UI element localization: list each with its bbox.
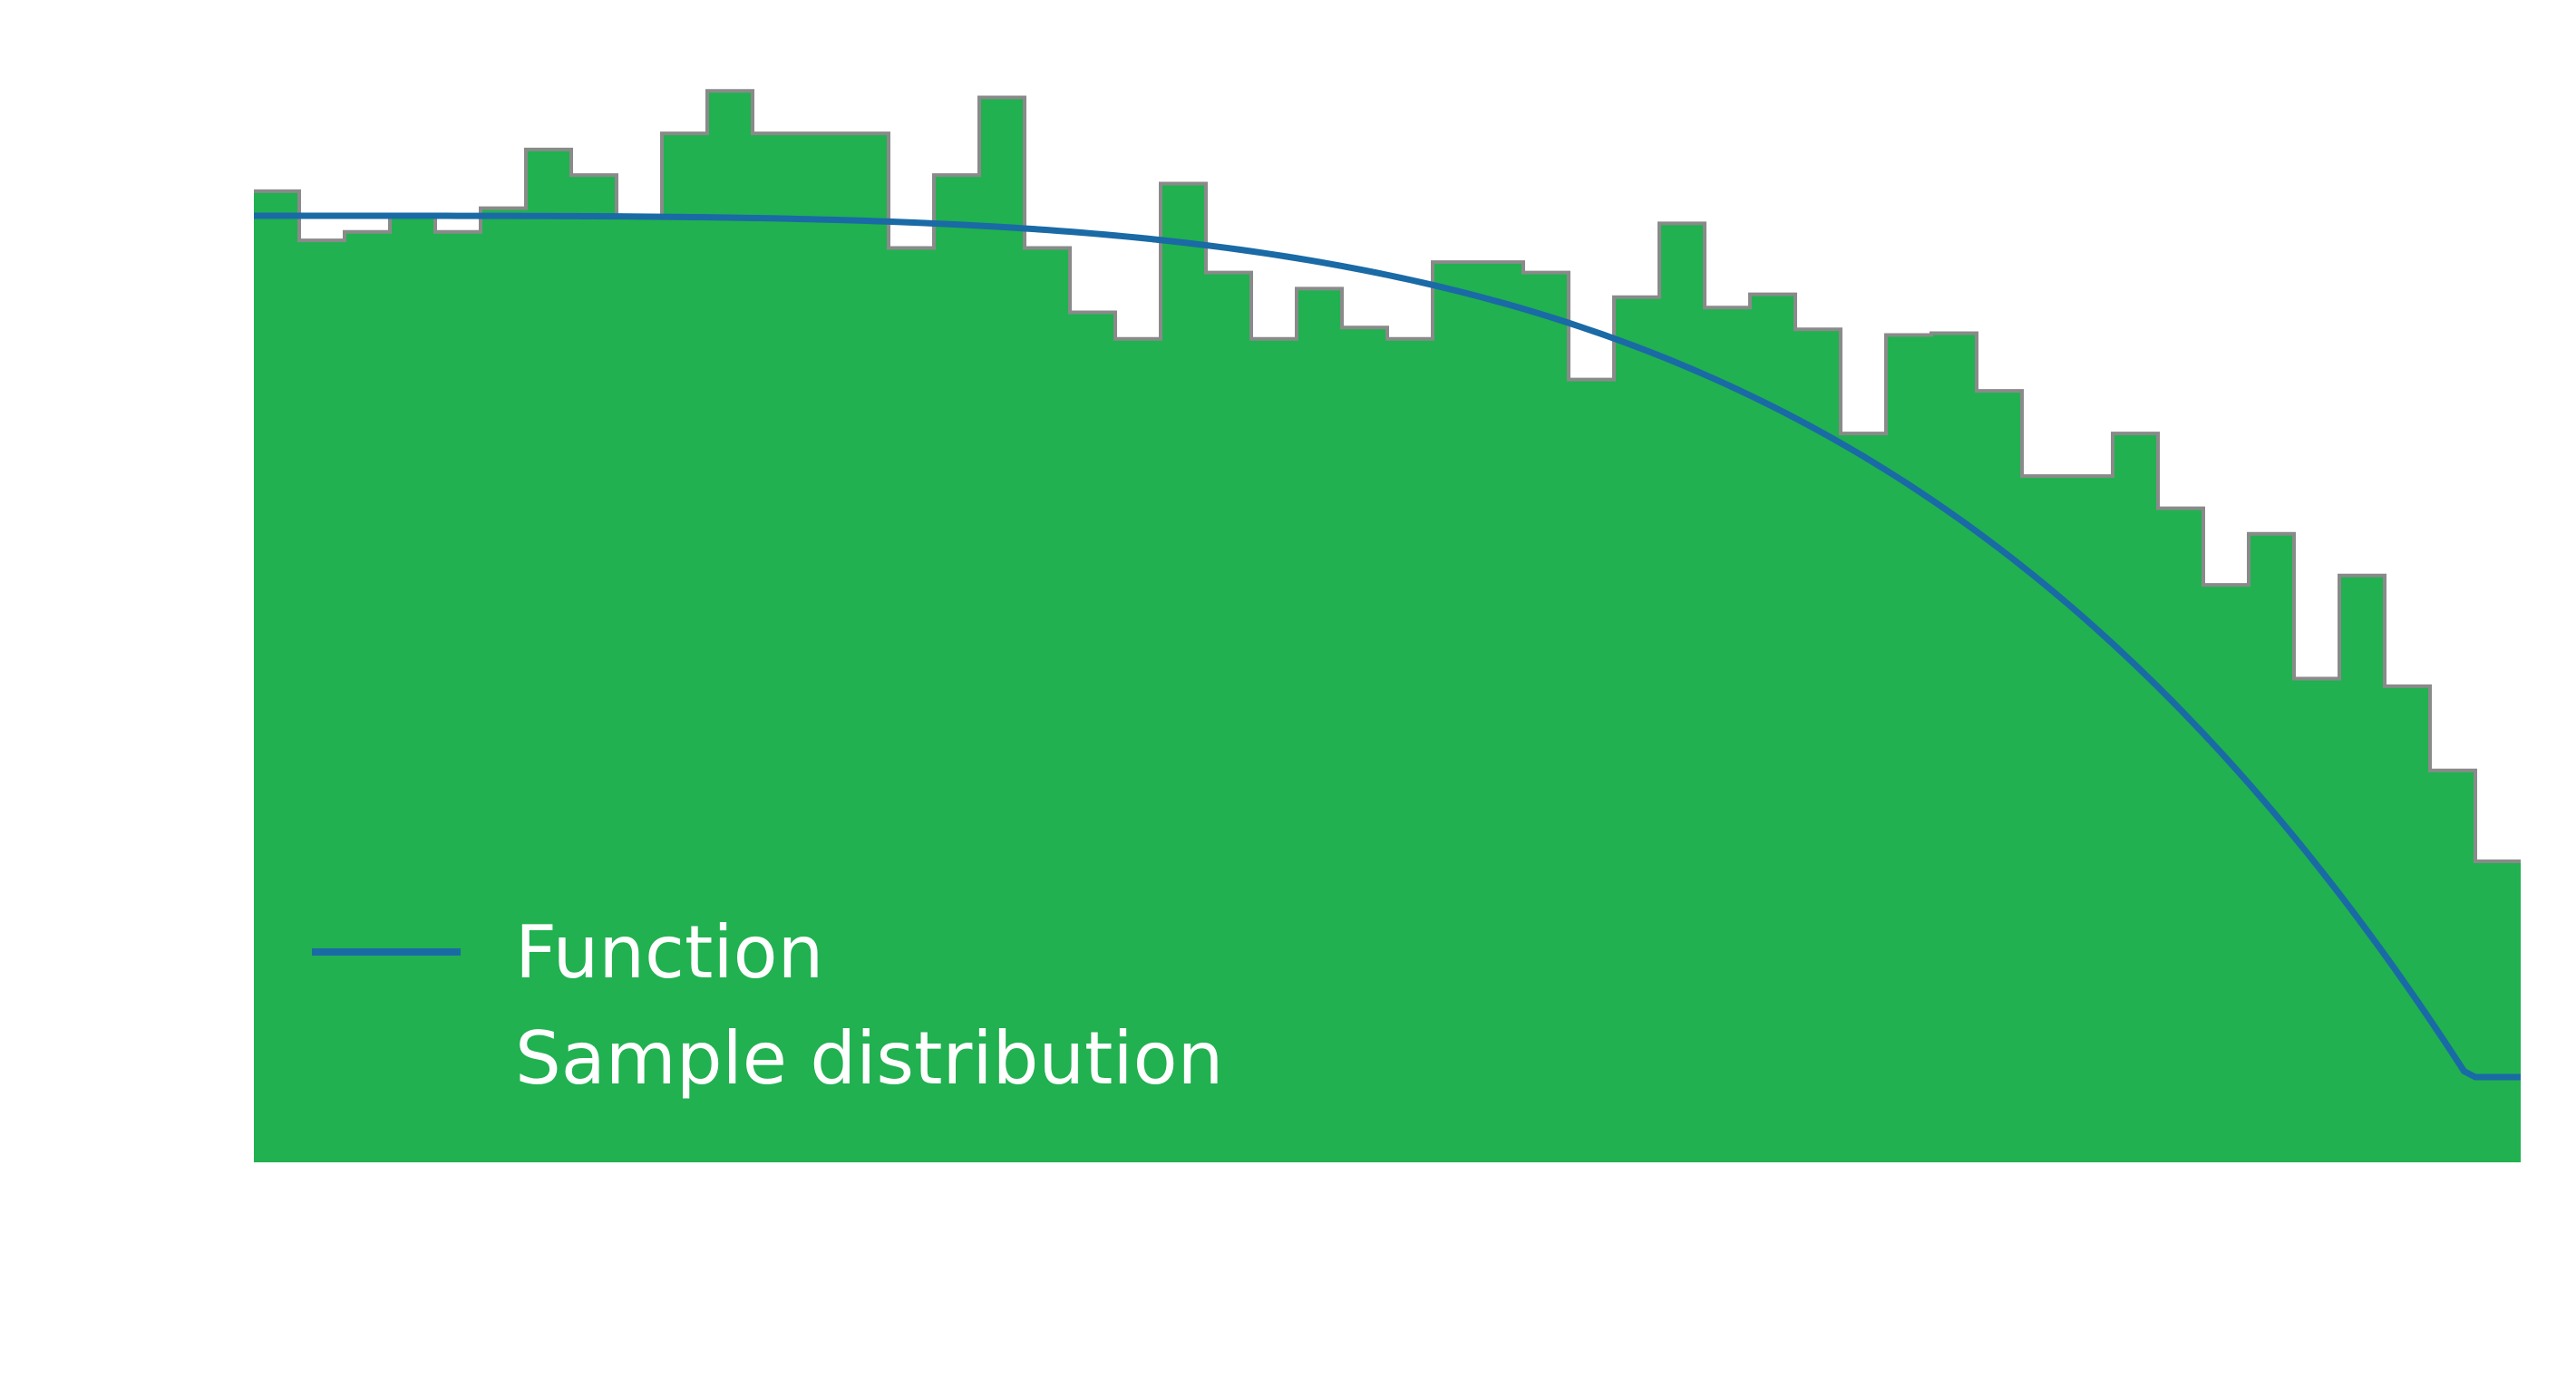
histogram-bar <box>934 175 979 1163</box>
histogram-bar <box>889 248 934 1162</box>
histogram-bar <box>2339 575 2385 1162</box>
histogram-bar <box>390 216 435 1162</box>
histogram-bar <box>1705 307 1750 1162</box>
histogram-bar <box>753 133 798 1162</box>
histogram-bar <box>1614 296 1659 1162</box>
histogram-bar <box>2113 433 2158 1162</box>
histogram-bar <box>979 97 1025 1162</box>
histogram-bar <box>617 216 662 1162</box>
histogram-bar <box>1387 338 1433 1163</box>
histogram-bar <box>2430 770 2475 1162</box>
histogram-outline <box>254 89 2521 864</box>
histogram-bar <box>707 91 753 1163</box>
histogram-bar <box>1297 288 1342 1162</box>
histogram-bar <box>2067 476 2113 1162</box>
histogram-bar <box>1523 272 1569 1162</box>
histogram-bar <box>662 133 707 1162</box>
histogram-bar <box>1931 333 1977 1163</box>
legend-function-label: Function <box>515 910 823 995</box>
histogram-bar <box>2022 476 2067 1162</box>
histogram-bar <box>1251 338 1297 1163</box>
histogram-bar <box>1569 379 1614 1162</box>
function-line <box>254 212 2521 1081</box>
histogram-bar <box>299 240 345 1162</box>
histogram-bar <box>1795 329 1841 1162</box>
histogram-bar <box>2475 861 2521 1162</box>
histogram-bar <box>526 149 571 1162</box>
histogram-bar <box>1841 433 1886 1162</box>
histogram-bar <box>2294 678 2339 1162</box>
histogram-bar <box>1206 272 1251 1162</box>
histogram-bar <box>2385 685 2430 1162</box>
histogram-bar <box>2249 533 2294 1162</box>
histogram-bar <box>798 133 843 1162</box>
histogram-bar <box>1977 391 2022 1162</box>
legend-sample-distribution-label: Sample distribution <box>515 1016 1223 1101</box>
histogram-bar <box>1115 338 1161 1163</box>
histogram-bar <box>1659 223 1705 1163</box>
histogram-bar <box>1161 183 1206 1162</box>
histogram-bar <box>843 133 889 1162</box>
histogram-bar <box>2203 585 2249 1162</box>
histogram-bar <box>2158 508 2203 1162</box>
histogram-bar <box>345 231 390 1162</box>
histogram-bar <box>1342 327 1387 1162</box>
histogram-bar <box>1750 294 1795 1162</box>
legend: Function Sample distribution <box>312 910 1223 1101</box>
histogram-bars <box>254 89 2521 1163</box>
histogram-bar <box>1025 248 1070 1162</box>
histogram-bar <box>1478 262 1523 1162</box>
histogram-bar <box>481 208 526 1162</box>
histogram-bar <box>1886 335 1931 1162</box>
histogram-bar <box>435 231 481 1162</box>
histogram-bar <box>254 190 299 1163</box>
function-curve-layer <box>254 212 2521 1081</box>
histogram-bar <box>571 175 617 1163</box>
histogram-bar <box>1070 312 1115 1162</box>
histogram-bar <box>1433 262 1478 1162</box>
